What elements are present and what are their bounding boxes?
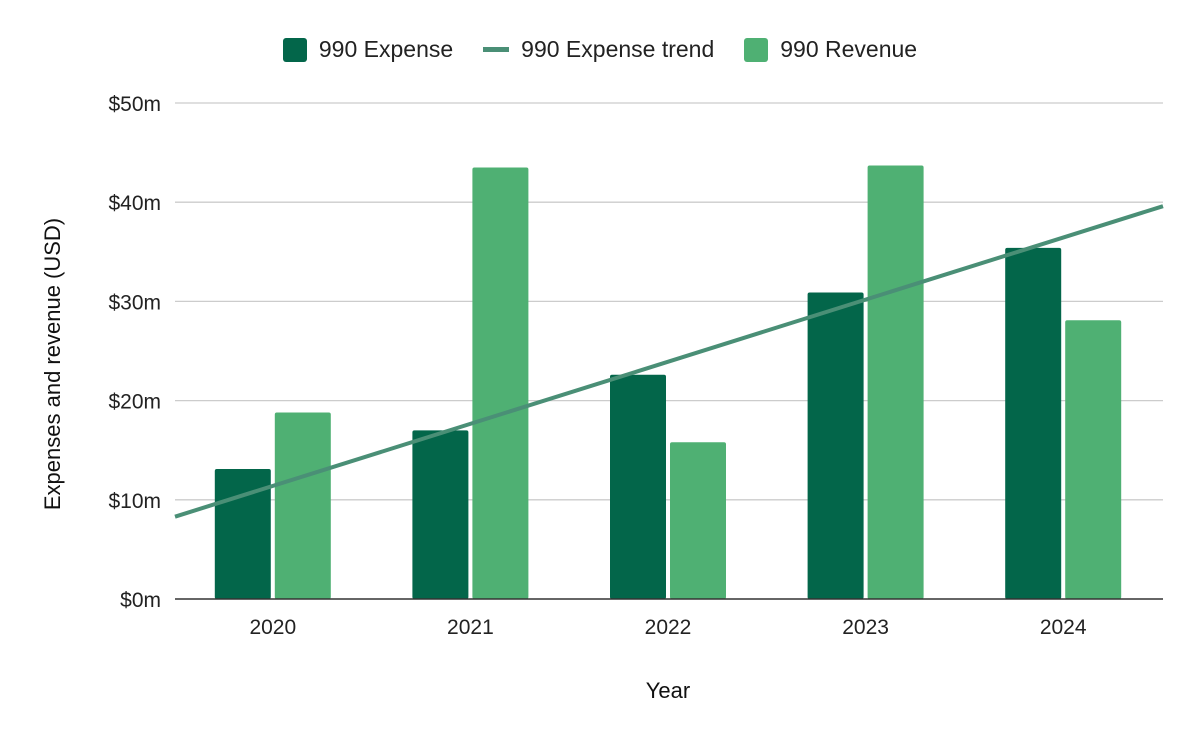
legend-label-expense-trend: 990 Expense trend [521,36,715,62]
legend-label-revenue: 990 Revenue [780,36,918,62]
bars [214,165,1122,600]
x-axis-title: Year [646,678,690,703]
y-tick-label: $30m [108,291,161,314]
bar-revenue-2022[interactable] [670,442,726,599]
legend-item-expense-trend[interactable]: 990 Expense trend [483,36,714,63]
x-tick-label: 2024 [1040,616,1087,639]
y-tick-label: $50m [108,93,161,116]
y-tick-label: $0m [120,589,161,612]
x-tick-label: 2020 [249,616,296,639]
x-tick-label: 2022 [645,616,692,639]
trendline-group [174,204,1164,519]
bar-expense-2024[interactable] [1005,247,1062,599]
gridlines [175,102,1163,501]
legend-swatch-expense-trend [483,47,510,52]
x-tick-label: 2023 [842,616,889,639]
legend-item-expense[interactable]: 990 Expense [282,36,454,63]
x-tick-label: 2021 [447,616,494,639]
y-tick-label: $20m [108,391,161,414]
bar-expense-2021[interactable] [412,430,469,599]
bar-revenue-2020[interactable] [274,412,331,599]
y-tick-label: $10m [108,490,161,513]
chart-legend: 990 Expense 990 Expense trend 990 Revenu… [0,36,1200,63]
legend-swatch-expense [282,37,307,62]
bar-revenue-2023[interactable] [867,165,924,599]
bar-revenue-2021[interactable] [472,167,529,600]
bar-expense-2022[interactable] [610,374,666,599]
legend-swatch-revenue [744,37,769,62]
bar-expense-2023[interactable] [807,292,864,599]
bar-revenue-2024[interactable] [1065,320,1122,599]
x-axis-ticks: 2020 2021 2022 2023 2024 [249,616,1086,639]
legend-label-expense: 990 Expense [318,36,454,62]
y-axis-title: Expenses and revenue (USD) [40,218,65,510]
y-axis-ticks: $0m $10m $20m $30m $40m $50m [108,93,161,612]
expense-trendline[interactable] [174,204,1164,519]
legend-item-revenue[interactable]: 990 Revenue [744,36,917,63]
y-tick-label: $40m [108,192,161,215]
